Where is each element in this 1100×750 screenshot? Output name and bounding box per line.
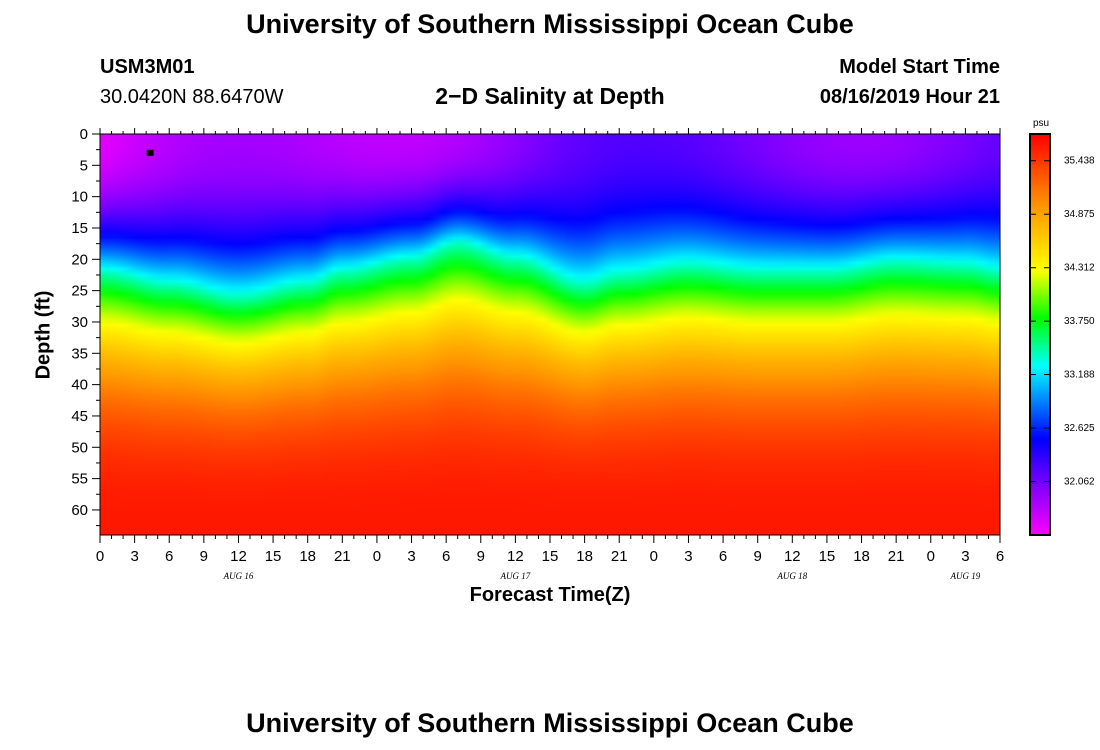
x-tick-label: 3	[961, 548, 969, 565]
model-start-value: 08/16/2019 Hour 21	[819, 86, 1000, 108]
y-tick-label: 35	[71, 345, 88, 362]
x-tick-label: 18	[576, 548, 593, 565]
x-tick-label: 18	[853, 548, 870, 565]
x-axis-label-text: Forecast Time(Z)	[469, 584, 631, 606]
colorbar-unit: psu	[1033, 118, 1049, 129]
x-tick-label: 18	[299, 548, 316, 565]
x-tick-label: 9	[754, 548, 762, 565]
day-label: AUG 19	[950, 571, 981, 581]
y-tick-label: 30	[71, 314, 88, 331]
colorbar-gradient	[1031, 134, 1049, 535]
model-start-label: Model Start Time	[839, 56, 1000, 78]
x-tick-label: 9	[200, 548, 208, 565]
colorbar-tick-label: 34.875	[1064, 209, 1095, 220]
salinity-heatmap	[100, 134, 1000, 535]
colorbar-frame	[1029, 133, 1051, 536]
day-label: AUG 18	[776, 571, 807, 581]
footer-title: University of Southern Mississippi Ocean…	[246, 708, 854, 738]
x-tick-label: 15	[819, 548, 836, 565]
page-title: University of Southern Mississippi Ocean…	[246, 9, 854, 39]
colorbar-tick-label: 34.312	[1064, 263, 1095, 274]
x-tick-label: 6	[719, 548, 727, 565]
y-tick-label: 15	[71, 220, 88, 237]
x-tick-label: 12	[507, 548, 524, 565]
station-marker	[146, 149, 154, 156]
x-tick-label: 0	[927, 548, 935, 565]
x-tick-label: 3	[407, 548, 415, 565]
x-tick-label: 21	[334, 548, 351, 565]
y-axis: 0 5 10 15 20 25 30 35 40 45 50 55 60	[71, 126, 100, 527]
colorbar-tick-label: 32.062	[1064, 477, 1095, 488]
x-axis-label: Forecast Time(Z)	[0, 584, 1100, 607]
plot-title: 2−D Salinity at Depth	[435, 83, 665, 109]
y-tick-label: 25	[71, 283, 88, 300]
x-tick-label: 6	[996, 548, 1004, 565]
y-tick-label: 10	[71, 189, 88, 206]
y-axis-label: Depth (ft)	[32, 290, 55, 380]
station-coords: 30.0420N 88.6470W	[100, 86, 284, 108]
y-tick-label: 45	[71, 408, 88, 425]
colorbar-tick-label: 35.438	[1064, 156, 1095, 167]
x-tick-label: 15	[265, 548, 282, 565]
x-tick-label: 21	[611, 548, 628, 565]
colorbar-tick-label: 33.188	[1064, 370, 1095, 381]
y-tick-label: 40	[71, 377, 88, 394]
x-tick-label: 0	[373, 548, 381, 565]
colorbar-tick-label: 33.750	[1064, 316, 1095, 327]
x-tick-label: 12	[230, 548, 247, 565]
x-tick-label: 9	[477, 548, 485, 565]
x-tick-label: 3	[130, 548, 138, 565]
station-id: USM3M01	[100, 56, 195, 78]
x-tick-label: 0	[650, 548, 658, 565]
y-tick-label: 50	[71, 439, 88, 456]
colorbar: psu 35.438 34.875 34.312 33.750 33.188 32.625…	[1029, 118, 1095, 536]
y-tick-label: 0	[80, 126, 88, 143]
x-tick-label: 6	[442, 548, 450, 565]
y-tick-label: 55	[71, 471, 88, 488]
x-tick-label: 15	[542, 548, 559, 565]
y-tick-label: 20	[71, 251, 88, 268]
x-tick-label: 3	[684, 548, 692, 565]
y-tick-label: 60	[71, 502, 88, 519]
colorbar-tick-label: 32.625	[1064, 423, 1095, 434]
x-tick-label: 21	[888, 548, 905, 565]
day-label: AUG 17	[500, 571, 531, 581]
x-axis: 0 3 6 9 12 15 18 21 0 3 6 9 12 15 18 21 0 3 6 9 12 15 18 21 0 3 6	[96, 128, 1004, 565]
x-tick-label: 0	[96, 548, 104, 565]
x-tick-label: 12	[784, 548, 801, 565]
day-label: AUG 16	[223, 571, 254, 581]
x-tick-label: 6	[165, 548, 173, 565]
y-tick-label: 5	[80, 157, 88, 174]
day-labels: AUG 16 AUG 17 AUG 18 AUG 19	[223, 571, 981, 581]
